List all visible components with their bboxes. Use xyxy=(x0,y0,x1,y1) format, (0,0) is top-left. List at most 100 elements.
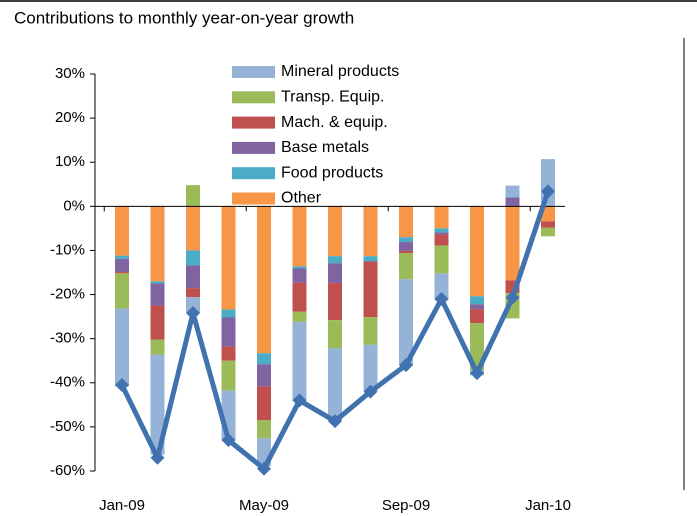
bar-segment xyxy=(470,309,484,324)
bar-segment xyxy=(541,206,555,222)
line-marker xyxy=(257,461,271,476)
bar-segment xyxy=(186,297,200,314)
line-marker xyxy=(434,291,449,306)
legend-label: Mineral products xyxy=(281,63,399,80)
bar-segment xyxy=(150,305,165,340)
bar-segment xyxy=(505,185,520,198)
bar-segment xyxy=(257,420,271,439)
bar-segment xyxy=(221,346,236,361)
bar-segment xyxy=(399,253,413,280)
bar-segment xyxy=(186,206,200,251)
line-marker xyxy=(328,414,342,429)
bar-segment xyxy=(150,206,165,282)
legend-swatch xyxy=(232,91,275,104)
y-tick-label: 10% xyxy=(55,153,85,170)
bar-segment xyxy=(221,360,236,391)
bar-segment xyxy=(470,296,484,305)
bar-segment xyxy=(221,309,236,318)
line-marker xyxy=(363,384,378,399)
legend-label: Other xyxy=(281,190,322,207)
x-tick-label: Jan-09 xyxy=(99,497,145,514)
bar-segment xyxy=(186,250,200,266)
y-tick-label: 30% xyxy=(55,65,85,82)
y-tick-label: -50% xyxy=(50,418,85,435)
bar-segment xyxy=(328,256,342,264)
bar-segment xyxy=(363,317,378,345)
y-tick-label: -40% xyxy=(50,374,85,391)
bar-segment xyxy=(328,206,342,257)
bar-segment xyxy=(292,282,307,312)
bar-segment xyxy=(186,265,200,289)
y-tick-label: -20% xyxy=(50,286,85,303)
bar-segment xyxy=(186,288,200,298)
bar-segment xyxy=(505,206,520,281)
line-marker xyxy=(150,450,165,465)
bar-segment xyxy=(541,227,555,237)
bar-segment xyxy=(399,250,413,254)
legend-swatch xyxy=(232,66,275,78)
line-marker xyxy=(399,358,413,373)
line-marker xyxy=(292,393,307,408)
bar-segment xyxy=(115,206,129,256)
bar-segment xyxy=(292,266,307,269)
y-tick-label: -60% xyxy=(50,462,85,479)
line-marker xyxy=(541,184,555,199)
bar-segment xyxy=(470,206,484,297)
bar-segment xyxy=(399,279,413,366)
legend-swatch xyxy=(232,167,275,180)
bar-segment xyxy=(328,320,342,349)
bar-segment xyxy=(363,344,378,391)
bar-segment xyxy=(399,237,413,243)
bar-segment xyxy=(292,321,307,401)
bar-segment xyxy=(115,308,129,387)
x-tick-label: May-09 xyxy=(239,497,289,514)
bar-segment xyxy=(150,281,165,284)
bar-segment xyxy=(115,255,129,259)
y-tick-label: 20% xyxy=(55,109,85,126)
chart-title: Contributions to monthly year-on-year gr… xyxy=(14,8,354,27)
bar-segment xyxy=(221,206,236,310)
bar-segment xyxy=(399,242,413,251)
bar-segment xyxy=(470,323,484,371)
bar-segment xyxy=(470,304,484,310)
bar-segment xyxy=(434,206,449,229)
legend-label: Food products xyxy=(281,164,383,181)
bar-segment xyxy=(363,261,378,262)
bar-segment xyxy=(257,386,271,421)
bar-segment xyxy=(434,234,449,246)
line-marker xyxy=(115,377,129,392)
bar-segment xyxy=(115,258,129,273)
line-marker xyxy=(505,290,520,305)
bar-segment xyxy=(434,228,449,233)
bar-segment xyxy=(505,197,520,207)
bar-segment xyxy=(363,256,378,262)
bar-segment xyxy=(434,245,449,274)
y-tick-label: -30% xyxy=(50,330,85,347)
bar-segment xyxy=(363,261,378,318)
y-tick-label: 0% xyxy=(63,197,85,214)
bar-segment xyxy=(434,232,449,235)
bar-segment xyxy=(150,283,165,306)
x-tick-label: Jan-10 xyxy=(525,497,571,514)
legend-label: Base metals xyxy=(281,139,369,156)
bar-segment xyxy=(399,206,413,238)
bar-segment xyxy=(257,353,271,365)
bar-segment xyxy=(292,311,307,322)
legend-label: Mach. & equip. xyxy=(281,114,388,131)
bar-segment xyxy=(363,206,378,257)
line-marker xyxy=(221,433,236,448)
line-marker xyxy=(186,306,200,321)
bar-segment xyxy=(434,273,449,301)
bar-segment xyxy=(115,273,129,309)
bar-segment xyxy=(186,185,200,207)
legend-swatch xyxy=(232,116,275,129)
bar-segment xyxy=(292,206,307,267)
legend-swatch xyxy=(232,141,275,154)
bar-segment xyxy=(328,348,342,421)
legend-swatch xyxy=(232,192,275,205)
bar-segment xyxy=(328,283,342,321)
legend-label: Transp. Equip. xyxy=(281,89,384,106)
x-tick-label: Sep-09 xyxy=(382,497,430,514)
bar-segment xyxy=(257,364,271,387)
